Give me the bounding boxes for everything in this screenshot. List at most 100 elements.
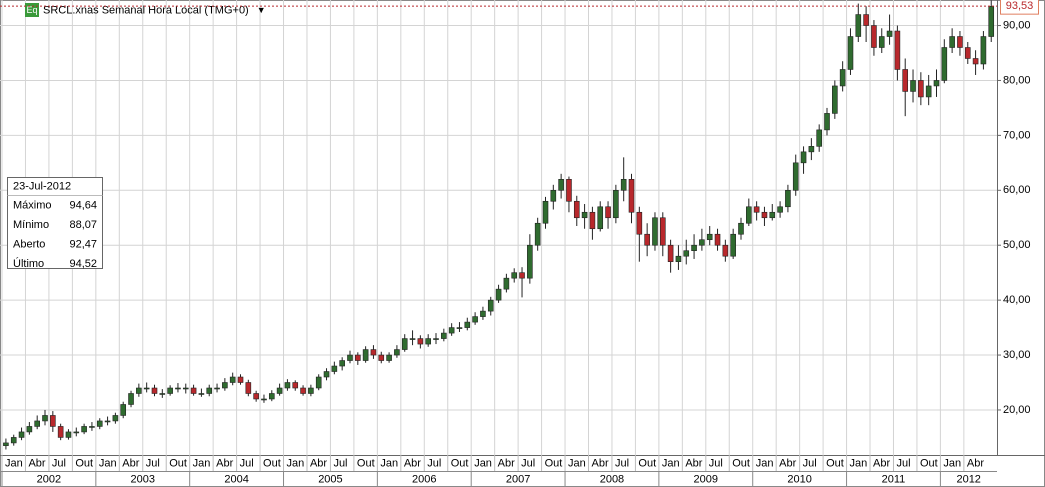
candles <box>3 0 995 450</box>
candle-body <box>370 349 377 356</box>
candle-body <box>746 206 752 224</box>
candle-body <box>284 382 291 389</box>
x-tick-label: Jan <box>662 457 680 469</box>
candle-body <box>871 25 877 48</box>
candle-body <box>566 179 572 202</box>
candle-body <box>878 36 885 48</box>
x-tick-label: Jul <box>709 457 723 469</box>
candle-body <box>362 349 369 361</box>
x-tick-label: Out <box>357 457 375 469</box>
candle-body <box>722 244 729 257</box>
info-box: 23-Jul-2012 Máximo 94,64 Mínimo 88,07 Aberto… <box>7 177 103 270</box>
candle-body <box>347 354 353 361</box>
x-tick-label: Out <box>263 457 281 469</box>
x-tick-label: Jul <box>615 457 629 469</box>
candle-body <box>581 211 588 219</box>
y-tick-label: 20,00 <box>1003 404 1031 416</box>
candle-body <box>167 387 173 394</box>
candle-body <box>480 310 486 317</box>
candle-body <box>96 420 103 427</box>
year-label: 2006 <box>412 473 436 485</box>
candle-body <box>941 47 948 81</box>
x-tick-label: Abr <box>310 457 327 469</box>
candle-body <box>433 338 439 340</box>
year-label: 2009 <box>694 473 718 485</box>
candle-body <box>386 354 392 361</box>
info-value: 94,64 <box>69 199 97 211</box>
candle-body <box>925 85 932 98</box>
x-tick-label: Jul <box>240 457 254 469</box>
x-tick-label: Out <box>169 457 187 469</box>
candle-body <box>511 272 518 279</box>
info-value: 88,07 <box>69 219 97 231</box>
candle-body <box>401 338 408 350</box>
candle-body <box>699 239 705 246</box>
y-tick-label: 50,00 <box>1003 239 1031 251</box>
candle-body <box>972 58 979 65</box>
candle-body <box>456 327 463 329</box>
x-tick-label: Jul <box>521 457 535 469</box>
candle-body <box>910 80 916 92</box>
info-label: Último <box>13 257 44 270</box>
candle-body <box>613 189 619 219</box>
candle-body <box>706 233 713 241</box>
candle-body <box>503 277 510 290</box>
x-tick-label: Jul <box>803 457 817 469</box>
candle-body <box>339 360 345 367</box>
info-value: 94,52 <box>69 258 97 270</box>
year-label: 2007 <box>506 473 530 485</box>
last-price-label: 93,53 <box>1006 0 1034 12</box>
x-tick-label: Jan <box>380 457 398 469</box>
candle-body <box>949 36 955 48</box>
candle-body <box>597 206 604 230</box>
y-tick-label: 30,00 <box>1003 349 1031 361</box>
candle-body <box>26 426 33 433</box>
candle-body <box>667 244 674 262</box>
candle-body <box>738 222 744 235</box>
x-tick-label: Jul <box>146 457 160 469</box>
info-frame <box>7 177 103 269</box>
y-tick-label: 70,00 <box>1003 129 1031 141</box>
x-tick-label: Jan <box>99 457 117 469</box>
candle-body <box>206 387 213 394</box>
candle-body <box>487 299 494 312</box>
candle-body <box>792 162 799 191</box>
candle-body <box>886 30 893 37</box>
candle-body <box>824 113 830 131</box>
candle-body <box>800 151 807 164</box>
year-label: 2004 <box>224 473 248 485</box>
candle-body <box>933 80 940 87</box>
candle-body <box>472 316 478 323</box>
candle-body <box>691 244 697 252</box>
x-tick-label: Jan <box>943 457 961 469</box>
candle-body <box>112 415 119 422</box>
candle-body <box>785 189 791 208</box>
dropdown-arrow[interactable]: ▼ <box>257 5 266 15</box>
candle-body <box>957 36 963 48</box>
candle-body <box>605 206 611 219</box>
info-label: Mínimo <box>13 219 49 231</box>
x-tick-label: Abr <box>216 457 233 469</box>
candle-body <box>120 404 127 416</box>
candle-body <box>753 206 760 213</box>
candle-body <box>222 382 228 389</box>
candle-body <box>659 217 666 246</box>
candle-body <box>276 387 283 394</box>
info-value: 92,47 <box>69 238 97 250</box>
candle-body <box>182 387 189 390</box>
candle-body <box>253 393 259 400</box>
candle-body <box>589 211 596 230</box>
x-tick-label: Abr <box>592 457 609 469</box>
year-label: 2011 <box>882 473 906 485</box>
x-tick-label: Abr <box>685 457 702 469</box>
candle-body <box>644 233 650 246</box>
candle-body <box>198 393 205 395</box>
x-tick-label: Abr <box>967 457 984 469</box>
x-tick-label: Jul <box>427 457 441 469</box>
year-label: 2002 <box>37 473 61 485</box>
info-label: Aberto <box>13 238 45 250</box>
candle-body <box>268 393 275 400</box>
x-tick-label: Jan <box>5 457 23 469</box>
